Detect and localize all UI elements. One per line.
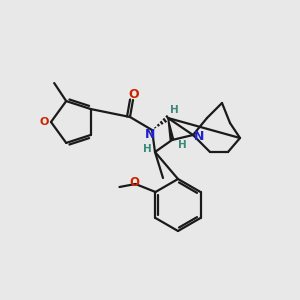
Text: H: H [142, 144, 152, 154]
Text: N: N [194, 130, 204, 143]
Text: N: N [145, 128, 155, 142]
Text: O: O [129, 88, 139, 100]
Text: H: H [178, 140, 186, 150]
Text: H: H [169, 105, 178, 115]
Polygon shape [168, 118, 174, 140]
Text: O: O [39, 117, 49, 127]
Text: O: O [130, 176, 140, 190]
